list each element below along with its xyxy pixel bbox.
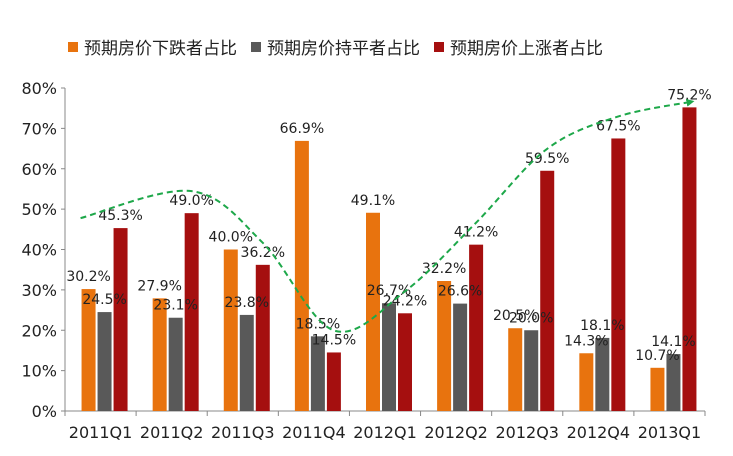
data-labels: 30.2% 27.9% 40.0% 66.9% 49.1% 32.2% 20.5% 14.3%… xyxy=(66,87,711,363)
data-label-rise: 45.3% xyxy=(98,208,142,224)
data-label-decline: 20.5% xyxy=(493,308,537,324)
x-tick-label: 2011Q1 xyxy=(69,423,133,442)
bar-rise xyxy=(398,313,412,411)
x-tick-label: 2013Q1 xyxy=(638,423,702,442)
data-label-decline: 10.7% xyxy=(635,348,679,364)
y-tick-label: 50% xyxy=(21,200,57,219)
data-label-decline: 66.9% xyxy=(280,121,324,137)
data-label-flat: 14.1% xyxy=(651,334,695,350)
legend-swatch-decline xyxy=(68,41,78,52)
data-label-rise: 67.5% xyxy=(596,118,640,134)
data-label-decline: 49.1% xyxy=(351,193,395,209)
legend-label-rise: 预期房价上涨者占比 xyxy=(450,39,603,59)
legend-item-decline: 预期房价下跌者占比 xyxy=(68,34,237,59)
legend-label-decline: 预期房价下跌者占比 xyxy=(84,39,237,59)
bar-rise xyxy=(611,138,626,411)
axes: 0% 10% 20% 30% 40% 50% 60% 70% 80% 2011Q1 2011Q2 20… xyxy=(21,79,706,442)
data-label-decline: 27.9% xyxy=(137,278,181,294)
bar-decline xyxy=(223,249,238,411)
data-label-rise: 49.0% xyxy=(169,193,213,209)
x-tick-label: 2012Q4 xyxy=(567,423,631,442)
bar-decline xyxy=(294,140,309,412)
y-tick-label: 80% xyxy=(21,79,57,98)
legend-swatch-flat xyxy=(251,41,261,52)
legend-swatch-rise xyxy=(434,41,444,52)
y-tick-label: 30% xyxy=(21,281,57,300)
bar-flat xyxy=(239,314,254,411)
bar-decline xyxy=(650,367,665,411)
bar-decline xyxy=(366,212,380,411)
bar-rise xyxy=(326,352,341,411)
x-tick-label: 2011Q2 xyxy=(140,423,204,442)
bar-decline xyxy=(81,289,96,411)
bar-flat xyxy=(168,317,183,411)
bar-flat xyxy=(97,312,112,411)
bar-rise xyxy=(682,107,697,411)
bar-decline xyxy=(437,280,452,411)
data-label-flat: 26.6% xyxy=(438,284,482,300)
bar-rise xyxy=(469,244,484,411)
y-tick-label: 0% xyxy=(32,402,57,421)
data-label-rise: 14.5% xyxy=(312,332,356,348)
bars xyxy=(81,107,697,412)
data-label-decline: 32.2% xyxy=(422,261,466,277)
data-label-flat: 18.5% xyxy=(296,316,340,332)
bar-flat xyxy=(524,330,539,411)
data-label-decline: 14.3% xyxy=(564,333,608,349)
x-tick-label: 2011Q3 xyxy=(211,423,275,442)
legend: 预期房价下跌者占比 预期房价持平者占比 预期房价上涨者占比 xyxy=(68,34,617,59)
data-label-rise: 59.5% xyxy=(525,151,569,167)
y-tick-label: 60% xyxy=(21,160,57,179)
y-tick-label: 70% xyxy=(21,119,57,138)
data-label-flat: 24.5% xyxy=(82,292,126,308)
data-label-rise: 24.2% xyxy=(383,293,427,309)
legend-label-flat: 预期房价持平者占比 xyxy=(267,39,420,59)
legend-item-rise: 预期房价上涨者占比 xyxy=(434,34,603,59)
data-label-flat: 23.8% xyxy=(225,295,269,311)
data-label-rise: 75.2% xyxy=(667,87,711,103)
data-label-decline: 40.0% xyxy=(209,230,253,246)
data-label-rise: 41.2% xyxy=(454,225,498,241)
y-tick-label: 40% xyxy=(21,241,57,260)
bar-decline xyxy=(152,298,167,411)
data-label-flat: 23.1% xyxy=(153,298,197,314)
x-tick-label: 2011Q4 xyxy=(282,423,346,442)
x-tick-label: 2012Q3 xyxy=(495,423,559,442)
bar-decline xyxy=(508,328,523,411)
bar-flat xyxy=(666,354,681,411)
trend-arrow xyxy=(80,98,695,333)
bar-rise xyxy=(184,213,199,411)
data-label-decline: 30.2% xyxy=(66,269,110,285)
data-label-rise: 36.2% xyxy=(241,245,285,261)
y-tick-label: 20% xyxy=(21,321,57,340)
bar-flat xyxy=(453,303,468,411)
bar-rise xyxy=(113,228,128,411)
bar-flat xyxy=(382,303,396,411)
legend-item-flat: 预期房价持平者占比 xyxy=(251,34,420,59)
bar-rise xyxy=(540,170,555,411)
bar-flat xyxy=(595,337,610,411)
data-label-flat: 20.0% xyxy=(509,310,553,326)
bar-decline xyxy=(579,353,594,411)
x-tick-label: 2012Q2 xyxy=(424,423,488,442)
x-tick-label: 2012Q1 xyxy=(353,423,417,442)
y-tick-label: 10% xyxy=(21,362,57,381)
bar-flat xyxy=(310,336,325,411)
data-label-flat: 26.7% xyxy=(367,283,411,299)
bar-rise xyxy=(255,264,270,411)
data-label-flat: 18.1% xyxy=(580,318,624,334)
